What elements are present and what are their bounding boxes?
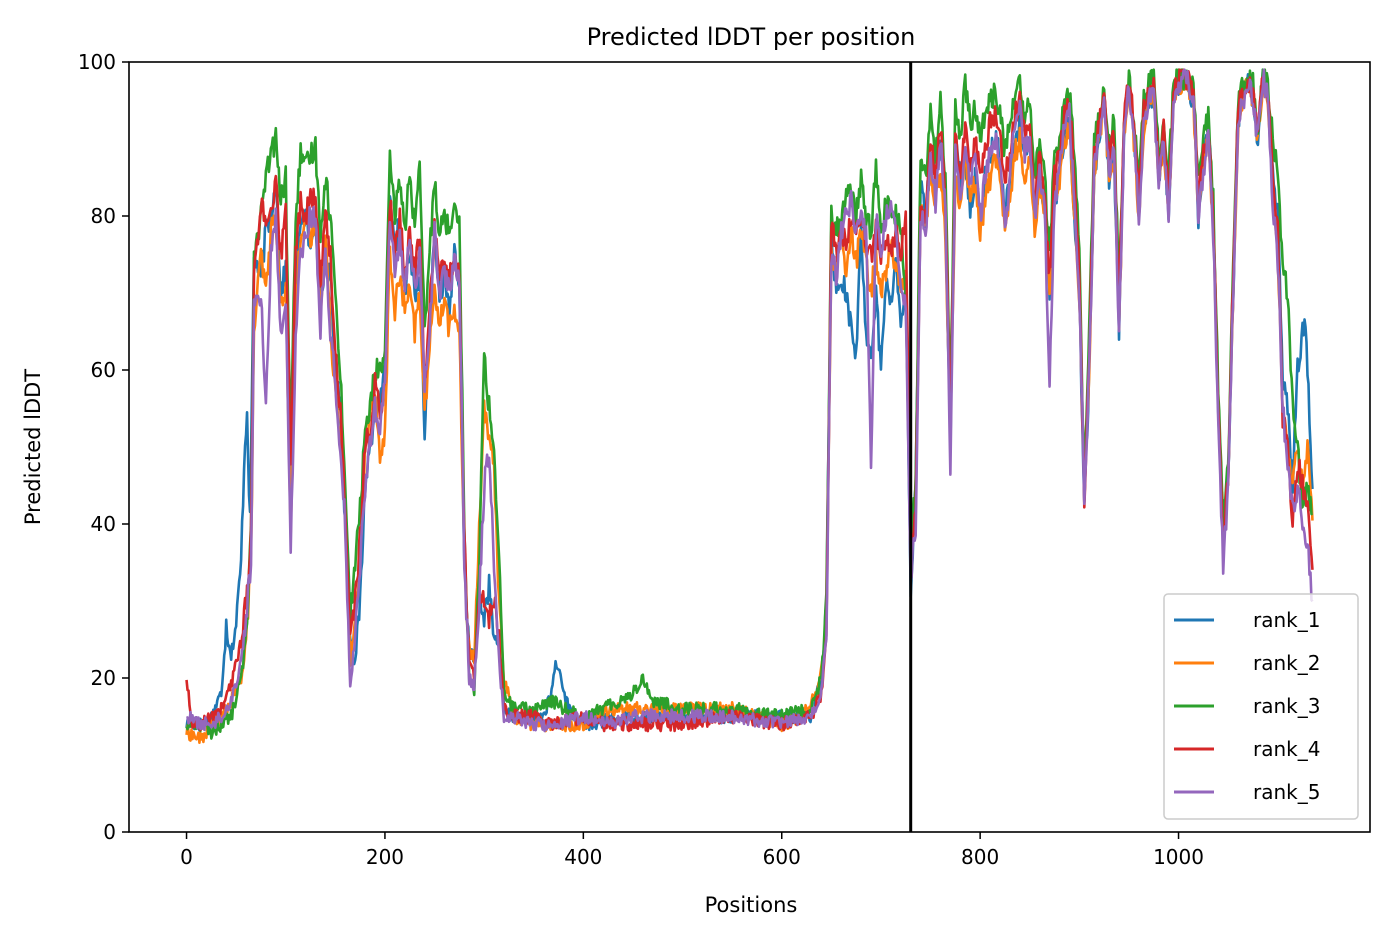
legend-label-rank_4: rank_4: [1253, 737, 1320, 761]
y-tick-label: 40: [91, 512, 116, 536]
y-axis-label: Predicted lDDT: [21, 369, 45, 525]
legend-label-rank_2: rank_2: [1253, 651, 1320, 675]
x-axis-label: Positions: [705, 893, 798, 917]
series-group: [185, 68, 1314, 745]
y-tick-label: 60: [91, 358, 116, 382]
y-tick-label: 100: [78, 50, 116, 74]
y-axis: 0 20 40 60 80 100: [78, 50, 129, 844]
legend-label-rank_5: rank_5: [1253, 780, 1320, 804]
series-line-rank_5: [186, 68, 1314, 733]
y-tick-label: 20: [91, 666, 116, 690]
chart-title: Predicted lDDT per position: [587, 23, 916, 51]
x-axis: 0 200 400 600 800 1000: [180, 832, 1204, 869]
legend-label-rank_3: rank_3: [1253, 694, 1320, 718]
legend: rank_1 rank_2 rank_3 rank_4 rank_5: [1163, 593, 1359, 820]
x-tick-label: 0: [180, 845, 193, 869]
legend-label-rank_1: rank_1: [1253, 608, 1320, 632]
y-tick-label: 80: [91, 204, 116, 228]
x-tick-label: 1000: [1153, 845, 1204, 869]
x-tick-label: 400: [564, 845, 602, 869]
x-tick-label: 200: [366, 845, 404, 869]
plot-area: [128, 61, 1371, 833]
series-line-rank_4: [185, 68, 1314, 733]
y-tick-label: 0: [103, 820, 116, 844]
x-tick-label: 600: [763, 845, 801, 869]
x-tick-label: 800: [961, 845, 999, 869]
plot-frame: [128, 61, 1371, 833]
legend-box: [1163, 593, 1359, 820]
